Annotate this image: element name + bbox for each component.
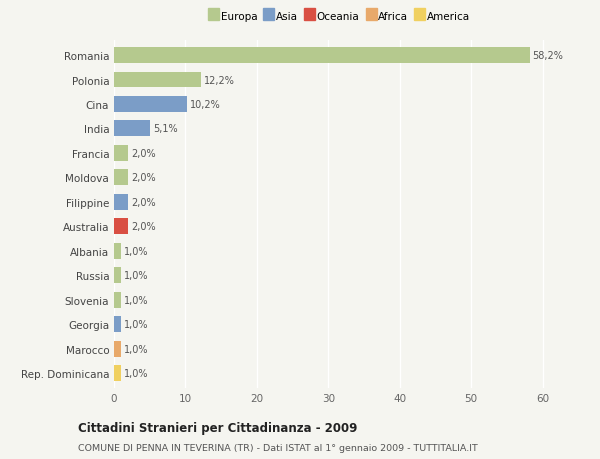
Bar [114, 243, 121, 259]
Text: 10,2%: 10,2% [190, 100, 220, 110]
Text: 1,0%: 1,0% [124, 246, 149, 256]
Text: 1,0%: 1,0% [124, 368, 149, 378]
Bar [114, 341, 121, 357]
Text: 1,0%: 1,0% [124, 319, 149, 330]
Bar [114, 170, 128, 186]
Bar [114, 146, 128, 162]
Text: 5,1%: 5,1% [153, 124, 178, 134]
Text: 2,0%: 2,0% [131, 149, 156, 158]
Bar [114, 73, 201, 88]
Text: 2,0%: 2,0% [131, 197, 156, 207]
Bar [114, 268, 121, 284]
Bar [114, 365, 121, 381]
Text: COMUNE DI PENNA IN TEVERINA (TR) - Dati ISTAT al 1° gennaio 2009 - TUTTITALIA.IT: COMUNE DI PENNA IN TEVERINA (TR) - Dati … [78, 443, 478, 452]
Bar [114, 292, 121, 308]
Text: 1,0%: 1,0% [124, 295, 149, 305]
Text: 2,0%: 2,0% [131, 173, 156, 183]
Text: 1,0%: 1,0% [124, 271, 149, 280]
Text: 58,2%: 58,2% [533, 51, 563, 61]
Bar [114, 219, 128, 235]
Text: 12,2%: 12,2% [204, 75, 235, 85]
Bar [114, 195, 128, 210]
Bar [114, 97, 187, 113]
Bar [114, 48, 530, 64]
Legend: Europa, Asia, Oceania, Africa, America: Europa, Asia, Oceania, Africa, America [208, 12, 470, 22]
Text: Cittadini Stranieri per Cittadinanza - 2009: Cittadini Stranieri per Cittadinanza - 2… [78, 421, 358, 434]
Bar [114, 316, 121, 332]
Bar [114, 121, 151, 137]
Text: 1,0%: 1,0% [124, 344, 149, 354]
Text: 2,0%: 2,0% [131, 222, 156, 232]
